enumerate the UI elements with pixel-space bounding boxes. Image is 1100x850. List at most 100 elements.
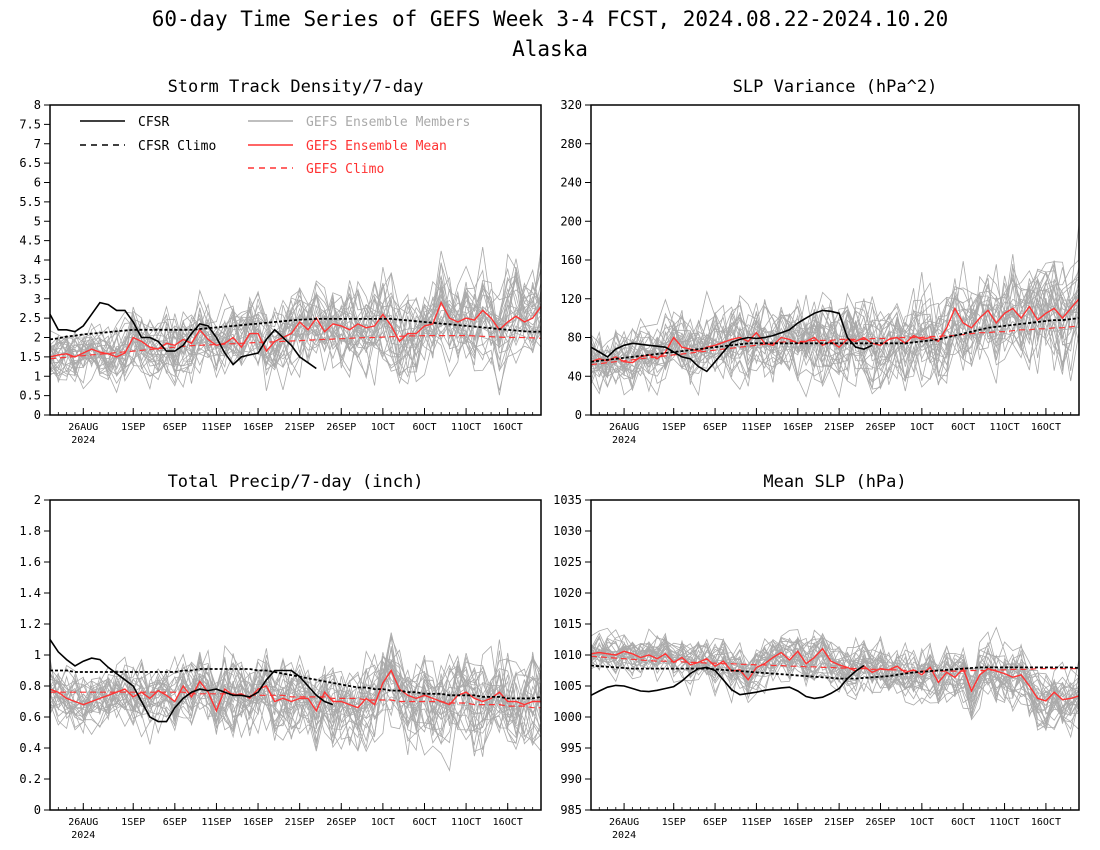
ensemble-member-line (49, 649, 542, 738)
ensemble-member-line (49, 632, 542, 747)
ensemble-member-line (49, 291, 542, 391)
series-gefs-mean-storm-track-density (49, 300, 542, 358)
ensemble-member-line (590, 275, 1080, 389)
series-cfsr-total-precip (49, 639, 334, 723)
xtick-label: 6SEP (703, 817, 727, 828)
ytick-label: 6 (34, 176, 41, 190)
ytick-label: 5 (34, 214, 41, 228)
xtick-label: 11OCT (990, 422, 1020, 433)
xtick-label: 1OCT (910, 817, 934, 828)
xtick-label: 6OCT (412, 422, 436, 433)
xtick-label: 16SEP (243, 422, 273, 433)
plot-frame-total-precip (49, 499, 542, 811)
xtick-label: 6SEP (163, 817, 187, 828)
ytick-label: 160 (560, 253, 582, 267)
legend-label-cfsr-climo: CFSR Climo (138, 139, 216, 154)
ytick-label: 2 (34, 493, 41, 507)
xtick-label: 26AUG (609, 817, 639, 828)
legend-label-members: GEFS Ensemble Members (306, 115, 470, 130)
panel-title-total-precip: Total Precip/7-day (inch) (168, 472, 424, 492)
xtick-label: 16SEP (243, 817, 273, 828)
xtick-label: 1OCT (371, 422, 395, 433)
series-cfsr-climo-storm-track-density (49, 317, 541, 341)
xtick-label: 6SEP (163, 422, 187, 433)
ytick-label: 7 (34, 137, 41, 151)
ytick-label: 40 (568, 369, 582, 383)
ytick-label: 1.6 (19, 555, 41, 569)
ytick-label: 3 (34, 292, 41, 306)
legend: CFSR CFSR Climo GEFS Ensemble Members GE… (80, 115, 470, 177)
series-cfsr-climo-mean-slp (590, 664, 1080, 680)
ytick-label: 1.4 (19, 586, 41, 600)
xtick-label: 16OCT (493, 422, 523, 433)
series-cfsr-climo-total-precip (50, 668, 542, 700)
ensemble-member-line (49, 652, 542, 743)
ensemble-member-line (590, 636, 1080, 720)
ytick-label: 0 (34, 408, 41, 422)
ensemble-member-line (590, 261, 1080, 390)
legend-label-gefs-climo: GEFS Climo (306, 162, 384, 177)
xtick-label: 16SEP (783, 422, 813, 433)
ensemble-member-line (590, 640, 1080, 729)
series-gefs-mean-mean-slp (590, 647, 1080, 702)
series-cfsr-storm-track-density (49, 301, 317, 370)
series-cfsr-mean-slp (590, 664, 865, 700)
panel-title-storm-track-density: Storm Track Density/7-day (168, 77, 424, 97)
xtick-label: 26SEP (865, 817, 895, 828)
ytick-label: 3.5 (19, 272, 41, 286)
ytick-label: 1030 (553, 524, 582, 538)
ytick-label: 1005 (553, 679, 582, 693)
ytick-label: 0.4 (19, 741, 41, 755)
ensemble-member-line (590, 278, 1080, 377)
xtick-label: 1SEP (662, 817, 686, 828)
xtick-label: 26AUG (68, 422, 98, 433)
ytick-label: 2 (34, 331, 41, 345)
ytick-label: 2.5 (19, 311, 41, 325)
xtick-label: 16SEP (783, 817, 813, 828)
xtick-label: 16OCT (493, 817, 523, 828)
ensemble-member-line (49, 263, 542, 389)
ensemble-member-line (590, 638, 1080, 711)
ytick-label: 0.2 (19, 772, 41, 786)
ytick-label: 0.5 (19, 389, 41, 403)
xtick-label: 1OCT (910, 422, 934, 433)
series-cfsr-climo-slp-variance (590, 317, 1080, 363)
ytick-label: 1 (34, 369, 41, 383)
xtick-label: 11OCT (451, 422, 481, 433)
ensemble-member-line (590, 636, 1080, 725)
xtick-label: 21SEP (824, 422, 854, 433)
ytick-label: 1025 (553, 555, 582, 569)
ytick-label: 240 (560, 176, 582, 190)
ytick-label: 1.5 (19, 350, 41, 364)
xtick-label: 1SEP (662, 422, 686, 433)
xtick-year-label: 2024 (612, 830, 636, 841)
xtick-label: 21SEP (285, 817, 315, 828)
panel-slp-variance: SLP Variance (hPa^2) 0 40 80 120 160 200 240 280… (560, 77, 1080, 446)
panel-title-slp-variance: SLP Variance (hPa^2) (733, 77, 938, 97)
ensemble-members-total-precip (49, 632, 542, 772)
ytick-label: 4 (34, 253, 41, 267)
xtick-label: 21SEP (285, 422, 315, 433)
ytick-label: 990 (560, 772, 582, 786)
ytick-label: 1 (34, 648, 41, 662)
ensemble-member-line (590, 224, 1080, 385)
ytick-label: 0.6 (19, 710, 41, 724)
xtick-label: 6OCT (951, 817, 975, 828)
series-cfsr-slp-variance (590, 309, 873, 373)
ytick-label: 1.2 (19, 617, 41, 631)
ensemble-members-mean-slp (590, 626, 1080, 739)
ensemble-members-slp-variance (590, 224, 1080, 399)
xtick-label: 16OCT (1031, 422, 1061, 433)
series-gefs-mean-slp-variance (590, 298, 1080, 364)
ytick-label: 8 (34, 98, 41, 112)
legend-label-cfsr: CFSR (138, 115, 169, 130)
ensemble-member-line (590, 267, 1080, 383)
ensemble-member-line (49, 645, 542, 746)
ensemble-member-line (590, 279, 1080, 399)
xtick-label: 11SEP (741, 422, 771, 433)
ensemble-member-line (49, 282, 542, 384)
xtick-label: 11OCT (451, 817, 481, 828)
ytick-label: 200 (560, 214, 582, 228)
xtick-label: 1SEP (121, 422, 145, 433)
